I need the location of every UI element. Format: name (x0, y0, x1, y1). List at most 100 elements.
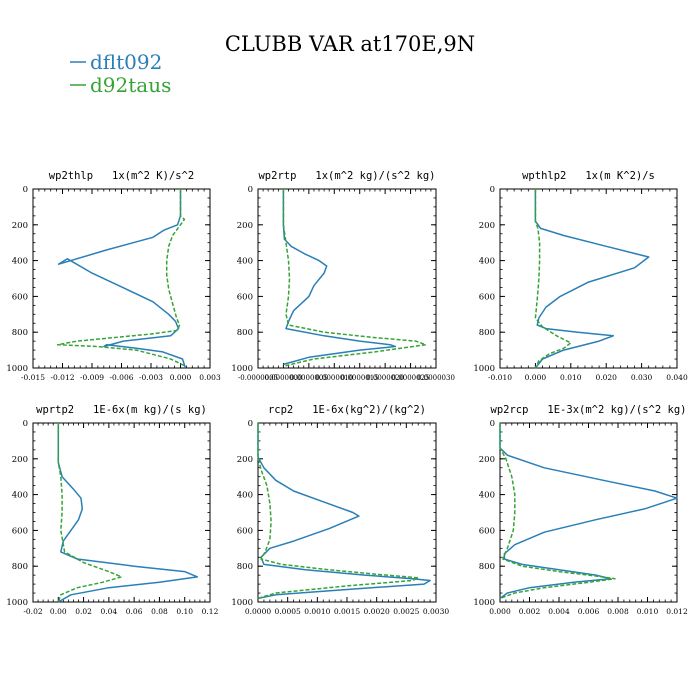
x-tick-label: 0.000 (170, 373, 192, 382)
series-line-dflt092 (534, 189, 650, 369)
x-tick-label: -0.003 (139, 373, 163, 382)
y-tick-label: 200 (12, 221, 28, 231)
x-tick-label: 0.0000 (245, 607, 271, 616)
x-tick-label: 0.040 (666, 373, 688, 382)
y-tick-label: 1000 (6, 598, 28, 608)
chart-panel-5: rcp2 1E-6x(kg^2)/(kg^2) 0 200 400 600 800 1000… (231, 404, 449, 616)
x-tick-label: 0.06 (126, 607, 143, 616)
chart-panel-1: wp2thlp 1x(m^2 K)/s^202004006008001000-0… (6, 170, 221, 382)
y-tick-label: 600 (12, 526, 28, 536)
x-tick-label: 0.0000025 (392, 374, 430, 382)
x-tick-label: -0.010 (488, 373, 512, 382)
y-tick-label: 1000 (231, 598, 253, 608)
x-tick-label: 0.00 (50, 607, 67, 616)
series-line-d92taus (499, 423, 616, 600)
chart-title: CLUBB VAR at170E,9N (225, 32, 475, 56)
panel-title: wp2rtp 1x(m^2 kg)/(s^2 kg) (258, 170, 435, 182)
y-tick-label: 800 (237, 328, 253, 338)
x-tick-label: 0.000 (489, 607, 511, 616)
y-tick-label: 200 (237, 221, 253, 231)
series-line-d92taus (56, 189, 186, 367)
y-tick-label: 400 (479, 491, 495, 501)
series-line-dflt092 (257, 423, 431, 600)
x-tick-label: 0.003 (199, 373, 221, 382)
y-tick-label: 1000 (231, 364, 253, 374)
chart-panel-4: wprtp2 1E-6x(m kg)/(s kg) 0 200 400 600 800 10… (6, 404, 218, 616)
y-tick-label: 600 (237, 526, 253, 536)
y-tick-label: 800 (479, 328, 495, 338)
y-tick-label: 800 (12, 562, 28, 572)
y-tick-label: 600 (479, 526, 495, 536)
y-tick-label: 1000 (6, 364, 28, 374)
panel-title: wpthlp2 1x(m K^2)/s (522, 170, 655, 182)
y-tick-label: 0 (490, 185, 495, 195)
x-tick-label: -0.015 (21, 373, 45, 382)
x-tick-label: -0.02 (23, 607, 42, 616)
y-tick-label: 400 (237, 491, 253, 501)
x-tick-label: -0.012 (50, 373, 74, 382)
panel-title: rcp2 1E-6x(kg^2)/(kg^2) (268, 404, 426, 416)
x-tick-label: 0.0015 (334, 607, 360, 616)
plot-frame (257, 422, 437, 603)
x-tick-label: 0.0000015 (341, 374, 379, 382)
legend-label-dflt092: dflt092 (90, 50, 162, 74)
y-tick-label: 0 (23, 419, 28, 429)
chart-panels: wp2thlp 1x(m^2 K)/s^202004006008001000-0… (6, 170, 688, 616)
y-tick-label: 600 (479, 292, 495, 302)
y-tick-label: 600 (12, 292, 28, 302)
y-tick-label: 1000 (473, 364, 495, 374)
panel-title: wp2thlp 1x(m^2 K)/s^2 (49, 170, 194, 182)
y-tick-label: 800 (237, 562, 253, 572)
x-tick-label: 0.006 (578, 607, 600, 616)
y-tick-label: 400 (237, 257, 253, 267)
x-tick-label: 0.04 (101, 607, 118, 616)
x-tick-label: 0.030 (631, 373, 653, 382)
legend-label-d92taus: d92taus (90, 73, 171, 97)
x-tick-label: 0.0020 (364, 607, 390, 616)
y-tick-label: 0 (248, 185, 253, 195)
y-tick-label: 600 (237, 292, 253, 302)
chart-panel-2: wp2rtp 1x(m^2 kg)/(s^2 kg) 0 200 400 600 800 1… (231, 170, 455, 382)
x-tick-label: 0.0000000 (264, 374, 302, 382)
series-line-dflt092 (57, 423, 199, 603)
legend-item-d92taus: d92taus (70, 73, 171, 97)
y-tick-label: 200 (12, 455, 28, 465)
x-tick-label: 0.0030 (423, 607, 449, 616)
y-tick-label: 1000 (473, 598, 495, 608)
x-tick-label: 0.010 (560, 373, 582, 382)
x-tick-label: -0.006 (109, 373, 133, 382)
series-line-d92taus (534, 189, 572, 369)
x-tick-label: 0.02 (75, 607, 92, 616)
y-tick-label: 400 (12, 257, 28, 267)
x-tick-label: 0.004 (548, 607, 570, 616)
x-tick-label: 0.10 (176, 607, 193, 616)
panel-title: wprtp2 1E-6x(m kg)/(s kg) (36, 404, 207, 416)
plot-frame (499, 188, 678, 369)
x-tick-label: -0.0000005 (238, 374, 278, 382)
x-tick-label: -0.009 (80, 373, 104, 382)
series-line-dflt092 (282, 189, 397, 366)
y-tick-label: 200 (479, 455, 495, 465)
legend: dflt092 d92taus (70, 50, 171, 97)
x-tick-label: 0.010 (637, 607, 659, 616)
x-tick-label: 0.0010 (304, 607, 330, 616)
y-tick-label: 800 (479, 562, 495, 572)
chart-panel-6: wp2rcp 1E-3x(m^2 kg)/(s^2 kg) 0 200 400 600 8… (473, 404, 688, 616)
x-tick-label: 0.08 (151, 607, 168, 616)
x-tick-label: 0.0000010 (315, 374, 353, 382)
x-tick-label: 0.012 (666, 607, 688, 616)
x-tick-label: 0.002 (519, 607, 541, 616)
x-tick-label: 0.0000020 (366, 374, 404, 382)
series-line-dflt092 (57, 189, 187, 369)
y-tick-label: 400 (479, 257, 495, 267)
x-tick-label: 0.008 (607, 607, 629, 616)
y-tick-label: 400 (12, 491, 28, 501)
y-tick-label: 800 (12, 328, 28, 338)
x-tick-label: 0.020 (595, 373, 617, 382)
x-tick-label: 0.0000005 (290, 374, 328, 382)
x-tick-label: 0.12 (202, 607, 219, 616)
series-line-dflt092 (499, 423, 678, 600)
plot-frame (32, 422, 211, 603)
series-line-d92taus (57, 423, 123, 603)
